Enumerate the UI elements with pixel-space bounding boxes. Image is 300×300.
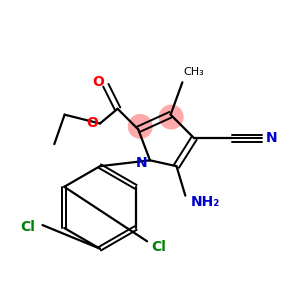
Text: N: N bbox=[266, 131, 277, 145]
Text: Cl: Cl bbox=[20, 220, 35, 234]
Text: NH₂: NH₂ bbox=[190, 194, 220, 208]
Text: Cl: Cl bbox=[152, 240, 166, 254]
Text: O: O bbox=[86, 116, 98, 130]
Text: O: O bbox=[92, 75, 104, 89]
Text: N: N bbox=[136, 156, 148, 170]
Text: CH₃: CH₃ bbox=[184, 67, 205, 77]
Circle shape bbox=[159, 105, 183, 129]
Circle shape bbox=[128, 115, 152, 138]
